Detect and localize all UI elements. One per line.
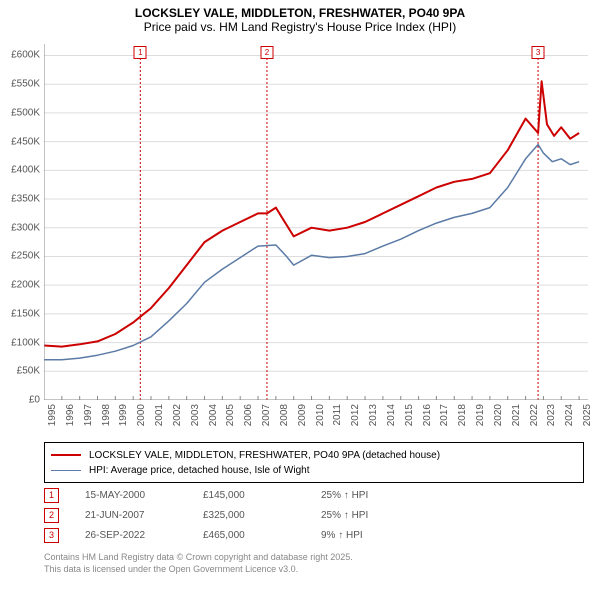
y-tick-label: £150K (0, 308, 40, 319)
y-tick-label: £250K (0, 251, 40, 262)
chart-svg (44, 44, 588, 400)
title-line1: LOCKSLEY VALE, MIDDLETON, FRESHWATER, PO… (0, 6, 600, 20)
x-tick-label: 1996 (65, 404, 76, 426)
x-tick-label: 2016 (422, 404, 433, 426)
title-line2: Price paid vs. HM Land Registry's House … (0, 20, 600, 34)
y-tick-label: £350K (0, 194, 40, 205)
marker-id-box: 3 (44, 528, 59, 543)
marker-price: £325,000 (203, 510, 321, 521)
x-tick-label: 2007 (261, 404, 272, 426)
y-tick-label: £300K (0, 222, 40, 233)
x-tick-label: 2014 (386, 404, 397, 426)
x-tick-label: 2002 (172, 404, 183, 426)
footer-line1: Contains HM Land Registry data © Crown c… (44, 552, 584, 564)
title-block: LOCKSLEY VALE, MIDDLETON, FRESHWATER, PO… (0, 0, 600, 36)
marker-row: 3 26-SEP-2022£465,0009% ↑ HPI (44, 526, 584, 544)
y-tick-label: £0 (0, 395, 40, 406)
x-tick-label: 2012 (350, 404, 361, 426)
chart-plot-area (44, 44, 588, 400)
x-tick-label: 2021 (511, 404, 522, 426)
x-tick-label: 2006 (243, 404, 254, 426)
marker-price: £465,000 (203, 530, 321, 541)
marker-id-box: 2 (44, 508, 59, 523)
legend-swatch (51, 454, 81, 456)
marker-id-box: 1 (44, 488, 59, 503)
x-tick-label: 1999 (118, 404, 129, 426)
y-tick-label: £600K (0, 50, 40, 61)
y-tick-label: £200K (0, 280, 40, 291)
x-tick-label: 2000 (136, 404, 147, 426)
x-tick-label: 1995 (47, 404, 58, 426)
legend-label: LOCKSLEY VALE, MIDDLETON, FRESHWATER, PO… (89, 450, 440, 461)
x-tick-label: 2011 (332, 404, 343, 426)
x-tick-label: 2024 (564, 404, 575, 426)
x-tick-label: 2009 (297, 404, 308, 426)
x-tick-label: 2015 (404, 404, 415, 426)
marker-date: 15-MAY-2000 (85, 490, 203, 501)
x-tick-label: 2008 (279, 404, 290, 426)
footer: Contains HM Land Registry data © Crown c… (44, 552, 584, 575)
marker-pct: 25% ↑ HPI (321, 490, 421, 501)
x-tick-label: 1998 (101, 404, 112, 426)
y-tick-label: £50K (0, 366, 40, 377)
x-tick-label: 2004 (208, 404, 219, 426)
marker-date: 21-JUN-2007 (85, 510, 203, 521)
x-tick-label: 2001 (154, 404, 165, 426)
marker-row: 2 21-JUN-2007£325,00025% ↑ HPI (44, 506, 584, 524)
x-tick-label: 2017 (439, 404, 450, 426)
y-tick-label: £500K (0, 107, 40, 118)
x-tick-label: 2025 (582, 404, 593, 426)
x-tick-label: 2005 (225, 404, 236, 426)
x-tick-label: 2023 (546, 404, 557, 426)
marker-price: £145,000 (203, 490, 321, 501)
chart-marker-2: 2 (260, 46, 273, 59)
x-tick-label: 2020 (493, 404, 504, 426)
y-tick-label: £550K (0, 79, 40, 90)
footer-line2: This data is licensed under the Open Gov… (44, 564, 584, 576)
x-tick-label: 2013 (368, 404, 379, 426)
y-tick-label: £450K (0, 136, 40, 147)
legend: LOCKSLEY VALE, MIDDLETON, FRESHWATER, PO… (44, 442, 584, 483)
marker-date: 26-SEP-2022 (85, 530, 203, 541)
legend-item: LOCKSLEY VALE, MIDDLETON, FRESHWATER, PO… (51, 448, 577, 462)
marker-row: 1 15-MAY-2000£145,00025% ↑ HPI (44, 486, 584, 504)
y-tick-label: £100K (0, 337, 40, 348)
legend-swatch (51, 470, 81, 471)
marker-pct: 25% ↑ HPI (321, 510, 421, 521)
x-tick-label: 2010 (315, 404, 326, 426)
y-tick-label: £400K (0, 165, 40, 176)
x-tick-label: 2022 (529, 404, 540, 426)
chart-marker-1: 1 (134, 46, 147, 59)
x-tick-label: 2019 (475, 404, 486, 426)
x-tick-label: 2018 (457, 404, 468, 426)
legend-item: HPI: Average price, detached house, Isle… (51, 463, 577, 477)
chart-container: LOCKSLEY VALE, MIDDLETON, FRESHWATER, PO… (0, 0, 600, 590)
legend-label: HPI: Average price, detached house, Isle… (89, 465, 310, 476)
x-tick-label: 1997 (83, 404, 94, 426)
marker-pct: 9% ↑ HPI (321, 530, 421, 541)
x-tick-label: 2003 (190, 404, 201, 426)
marker-table: 1 15-MAY-2000£145,00025% ↑ HPI 2 21-JUN-200… (44, 484, 584, 546)
chart-marker-3: 3 (532, 46, 545, 59)
